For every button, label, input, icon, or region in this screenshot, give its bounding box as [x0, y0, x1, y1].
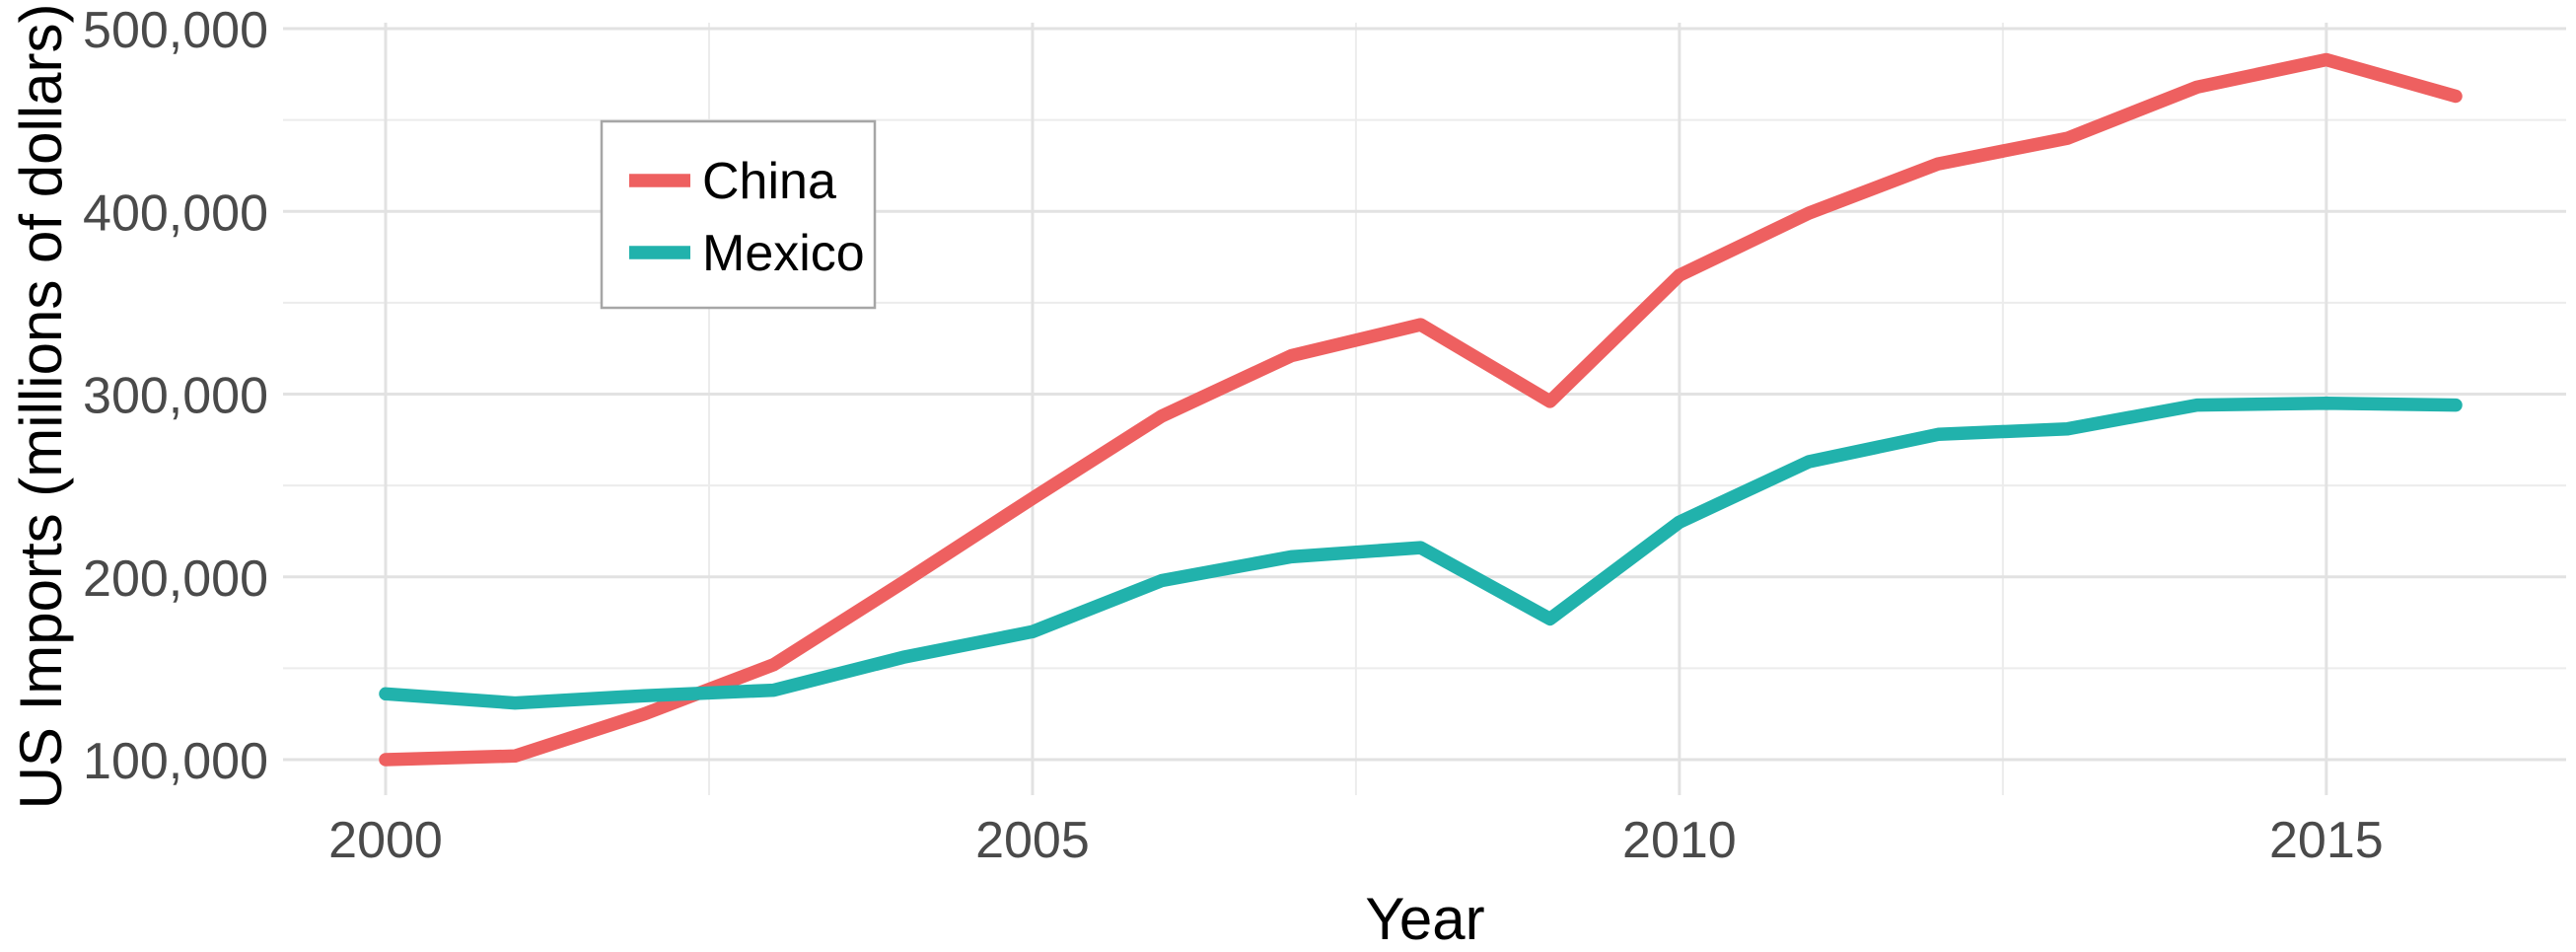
y-tick-label: 200,000: [83, 550, 268, 608]
x-tick-label: 2000: [328, 812, 443, 869]
y-tick-label: 100,000: [83, 733, 268, 790]
legend-box: [600, 119, 877, 310]
x-tick-label: 2005: [975, 812, 1090, 869]
legend-china-label: China: [702, 153, 836, 210]
legend: China Mexico: [600, 119, 877, 310]
x-axis-title: Year: [1365, 886, 1484, 947]
series-layer: [379, 52, 2463, 767]
legend-mexico-label: Mexico: [702, 225, 865, 282]
y-axis-tick-labels: 100,000 200,000 300,000 400,000 500,000: [83, 2, 268, 790]
x-axis-tick-labels: 2000 2005 2010 2015: [328, 812, 2384, 869]
x-tick-label: 2015: [2269, 812, 2384, 869]
x-tick-label: 2010: [1622, 812, 1737, 869]
china-line: [379, 52, 2463, 767]
y-tick-label: 300,000: [83, 368, 268, 425]
mexico-line: [379, 397, 2463, 710]
y-tick-label: 500,000: [83, 2, 268, 59]
y-tick-label: 400,000: [83, 184, 268, 242]
y-axis-title: US Imports (millions of dollars): [8, 4, 74, 810]
